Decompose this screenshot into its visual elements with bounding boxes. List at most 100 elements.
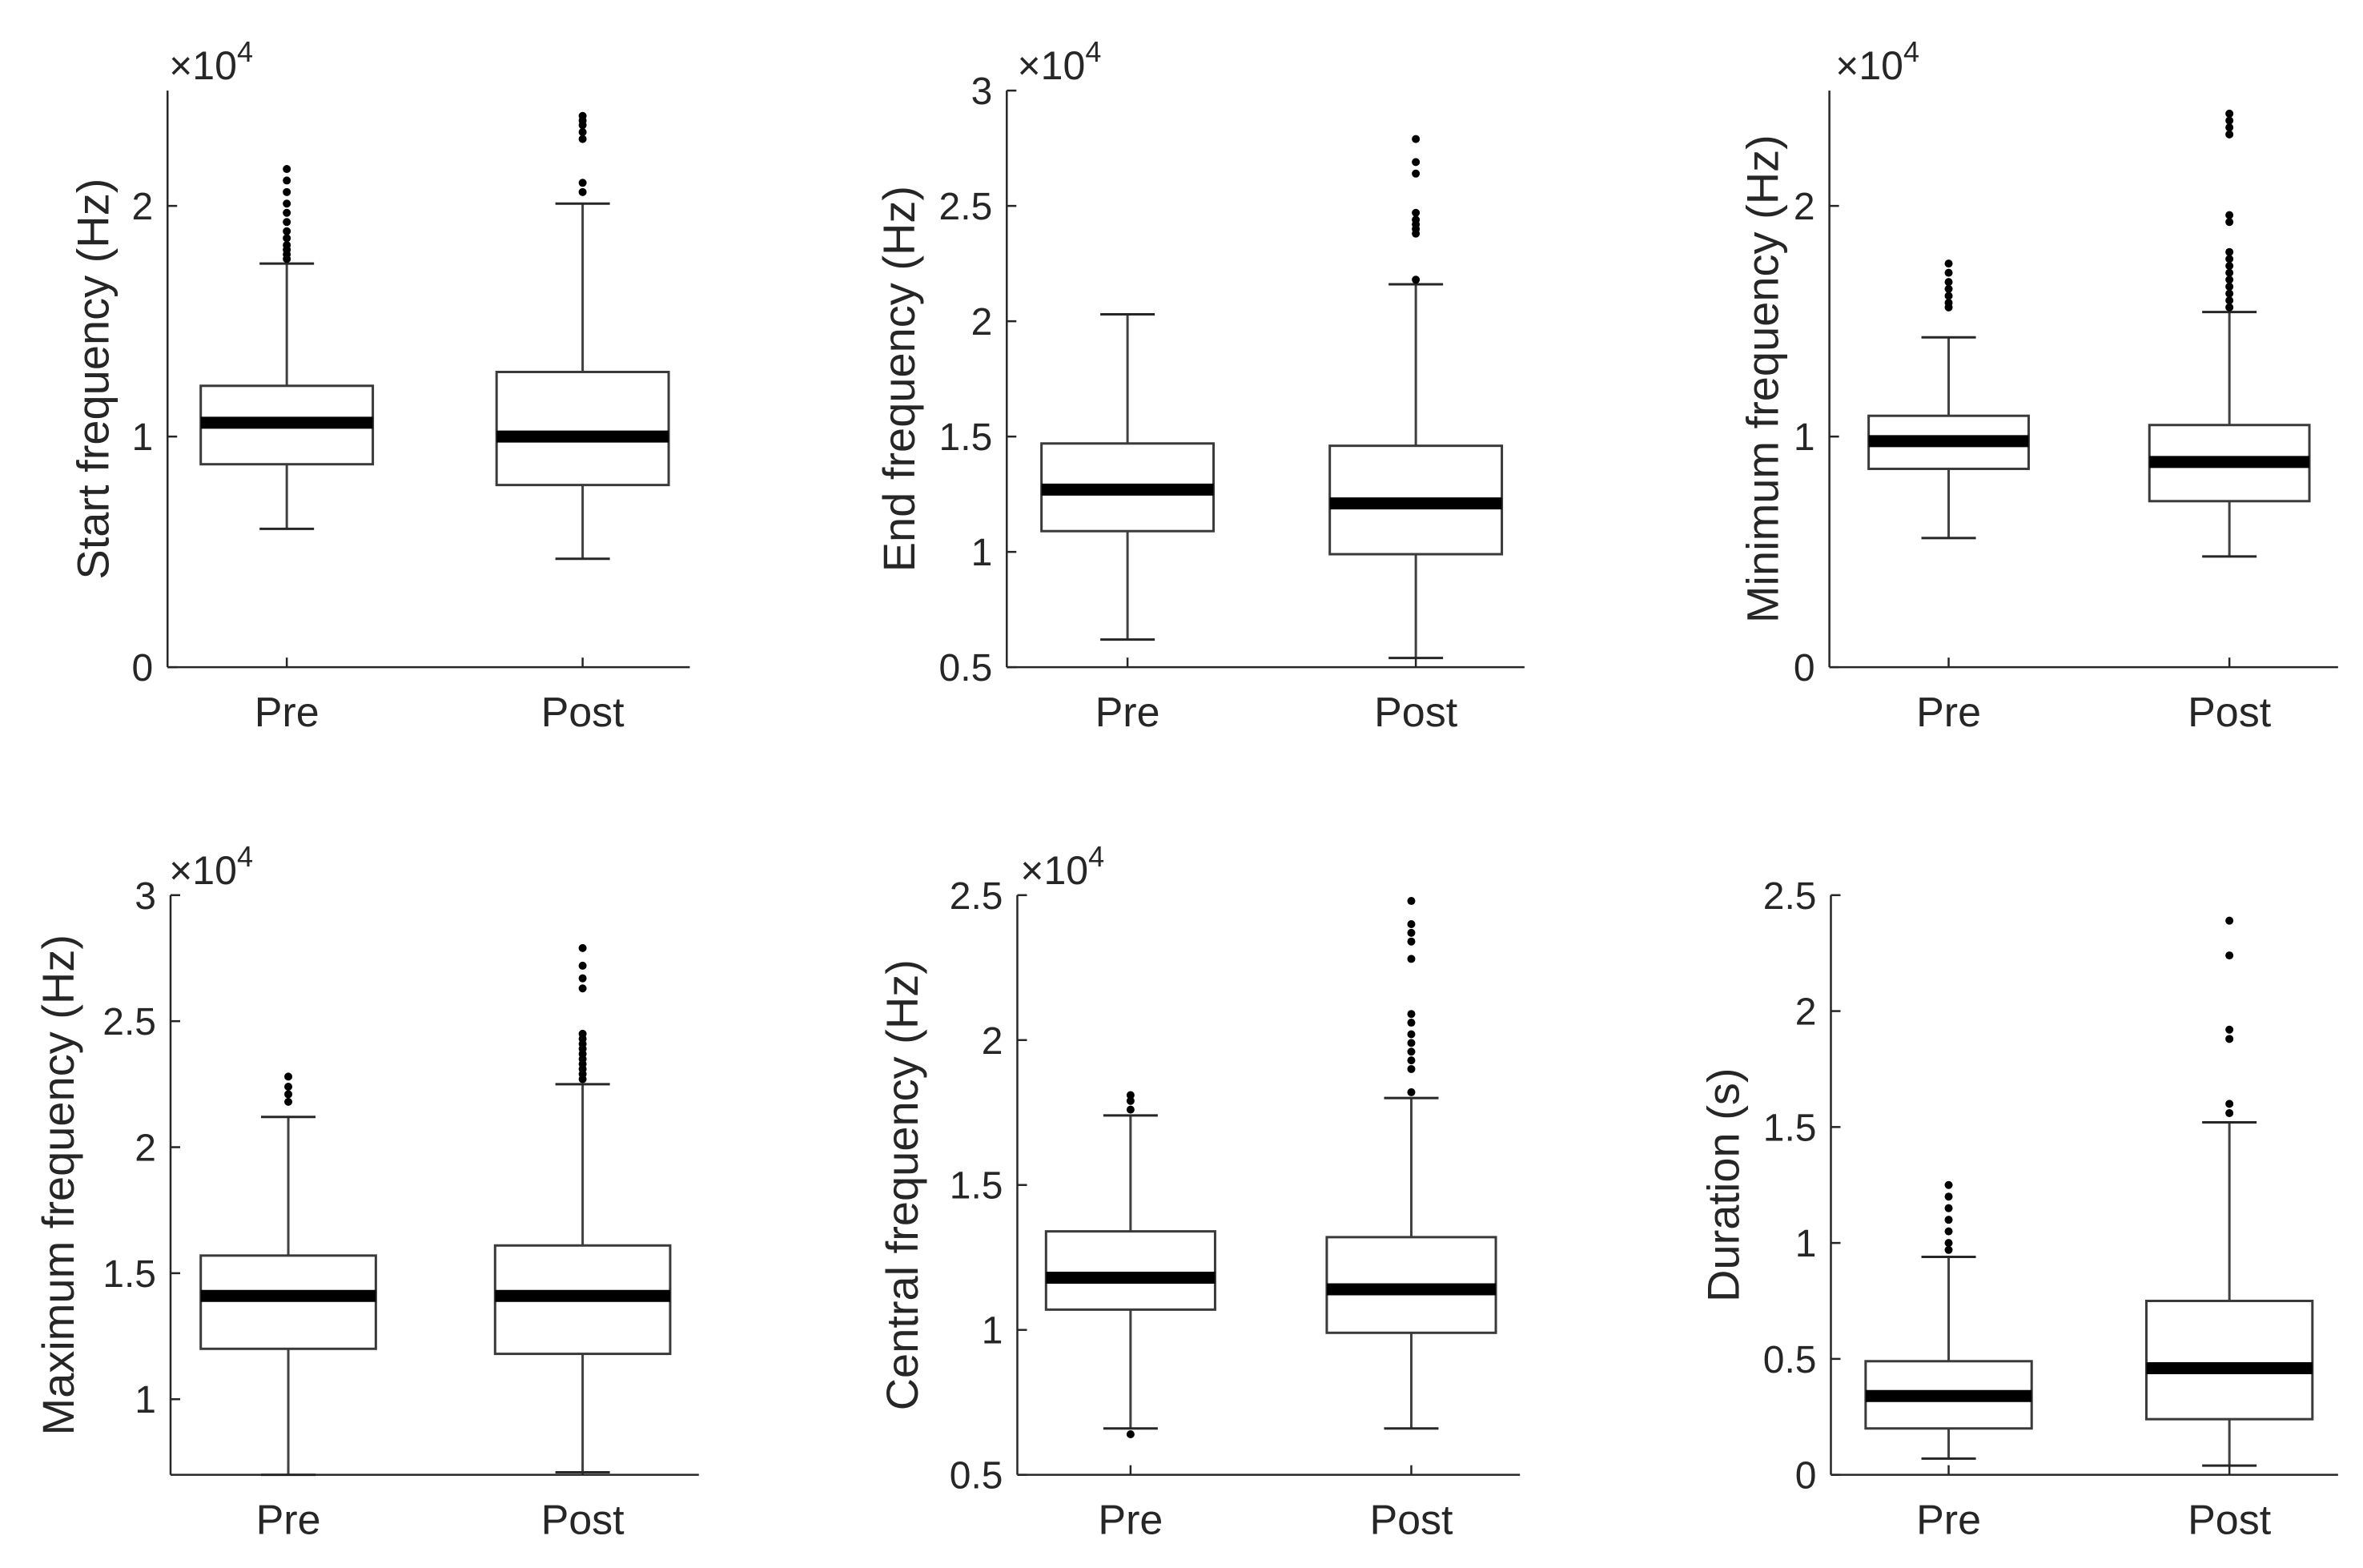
outlier-point <box>1412 158 1421 167</box>
y-tick-label: 1 <box>132 416 154 459</box>
outlier-point <box>1407 1030 1416 1039</box>
outlier-point <box>578 187 587 196</box>
y-axis-title: Duration (s) <box>1698 1067 1748 1302</box>
box-pre <box>1867 259 2030 540</box>
y-tick-label: 1.5 <box>939 416 993 459</box>
x-tick-label: Post <box>541 690 625 736</box>
y-tick-label: 0.5 <box>939 647 993 690</box>
outlier-point <box>1944 1180 1953 1189</box>
chart-panel-3: 0 1 2 Pre Post Minimum frequency (Hz) ×104 <box>1737 35 2338 736</box>
outlier-point <box>284 1072 293 1081</box>
box-post <box>2148 109 2311 558</box>
outlier-point <box>2225 130 2234 139</box>
outlier-point <box>1944 1245 1953 1254</box>
y-tick-label: 2.5 <box>950 875 1003 918</box>
y-tick-label: 3 <box>971 70 993 113</box>
outlier-point <box>1944 1204 1953 1212</box>
box-pre <box>199 1072 377 1477</box>
outlier-point <box>578 1029 587 1038</box>
y-tick-label: 0 <box>1794 647 1815 690</box>
outlier-point <box>2225 123 2234 132</box>
outlier-point <box>1944 291 1953 300</box>
outlier-point <box>1944 1216 1953 1224</box>
box-pre <box>199 165 375 530</box>
outlier-point <box>1944 284 1953 293</box>
y-tick-label: 1 <box>971 532 993 574</box>
outlier-point <box>283 199 291 208</box>
outlier-point <box>2225 1100 2234 1108</box>
y-tick-label: 0 <box>132 647 154 690</box>
y-tick-label: 2 <box>982 1020 1003 1063</box>
outlier-point <box>283 241 291 250</box>
outlier-point <box>2225 951 2234 960</box>
y-tick-label: 0 <box>1795 1455 1817 1498</box>
outlier-point <box>284 1090 293 1099</box>
outlier-point <box>1126 1105 1135 1114</box>
outlier-point <box>2225 282 2234 291</box>
box-iqr <box>1044 1230 1216 1311</box>
outlier-point <box>1407 1056 1416 1065</box>
y-axis-title: Start frequency (Hz) <box>68 179 119 580</box>
outlier-point <box>2225 268 2234 277</box>
outlier-point <box>283 176 291 185</box>
y-axis-title: End frequency (Hz) <box>874 186 924 572</box>
axis-scale-multiplier: ×104 <box>169 840 253 893</box>
outlier-point <box>283 234 291 243</box>
scale-exponent: 4 <box>237 840 253 873</box>
outlier-point <box>578 961 587 970</box>
outlier-point <box>578 179 587 187</box>
outlier-point <box>1126 1429 1135 1438</box>
outlier-point <box>2225 218 2234 227</box>
outlier-point <box>1407 1019 1416 1027</box>
scale-exponent: 4 <box>1088 840 1104 873</box>
outlier-point <box>1944 259 1953 268</box>
outlier-point <box>283 227 291 235</box>
outlier-point <box>1407 1064 1416 1073</box>
y-tick-label: 2 <box>1794 186 1815 228</box>
outlier-point <box>2225 109 2234 118</box>
box-post <box>1328 135 1504 660</box>
outlier-point <box>2225 275 2234 284</box>
outlier-point <box>284 1082 293 1091</box>
outlier-point <box>1407 955 1416 963</box>
scale-exponent: 4 <box>1903 35 1919 68</box>
scale-base: ×10 <box>1020 848 1088 893</box>
y-tick-label: 2 <box>971 301 993 344</box>
outlier-point <box>1944 278 1953 287</box>
box-pre <box>1040 312 1216 641</box>
outlier-point <box>1944 299 1953 308</box>
y-tick-label: 0.5 <box>950 1455 1003 1498</box>
outlier-point <box>1407 897 1416 906</box>
outlier-point <box>1944 1239 1953 1248</box>
y-axis-title: Minimum frequency (Hz) <box>1737 135 1787 623</box>
outlier-point <box>1944 1227 1953 1236</box>
scale-base: ×10 <box>1017 43 1085 88</box>
x-tick-label: Pre <box>1916 690 1981 736</box>
outlier-point <box>1407 928 1416 937</box>
axis-scale-multiplier: ×104 <box>1017 35 1101 88</box>
y-axis-title: Central frequency (Hz) <box>877 959 927 1410</box>
outlier-point <box>2225 1035 2234 1043</box>
outlier-point <box>1412 135 1421 143</box>
outlier-point <box>1126 1096 1135 1105</box>
box-pre <box>1864 1180 2033 1460</box>
axis-scale-multiplier: ×104 <box>1020 840 1104 893</box>
outlier-point <box>578 111 587 120</box>
x-tick-label: Pre <box>255 690 319 736</box>
y-tick-label: 2.5 <box>102 1001 156 1043</box>
x-tick-label: Pre <box>256 1498 321 1544</box>
chart-panel-5: 0.5 1 1.5 2 2.5 Pre Post Central frequency (Hz)… <box>877 840 1521 1544</box>
y-tick-label: 1 <box>1795 1223 1817 1265</box>
box-pre <box>1044 1091 1216 1438</box>
box-iqr <box>495 370 670 487</box>
y-tick-label: 2 <box>132 186 154 228</box>
outlier-point <box>1412 169 1421 178</box>
y-tick-label: 1 <box>1794 416 1815 459</box>
outlier-point <box>1412 215 1421 224</box>
x-tick-label: Post <box>2188 1498 2272 1544</box>
y-tick-label: 2.5 <box>939 186 993 228</box>
outlier-point <box>1407 1088 1416 1096</box>
outlier-point <box>1412 275 1421 284</box>
x-tick-label: Post <box>541 1498 625 1544</box>
